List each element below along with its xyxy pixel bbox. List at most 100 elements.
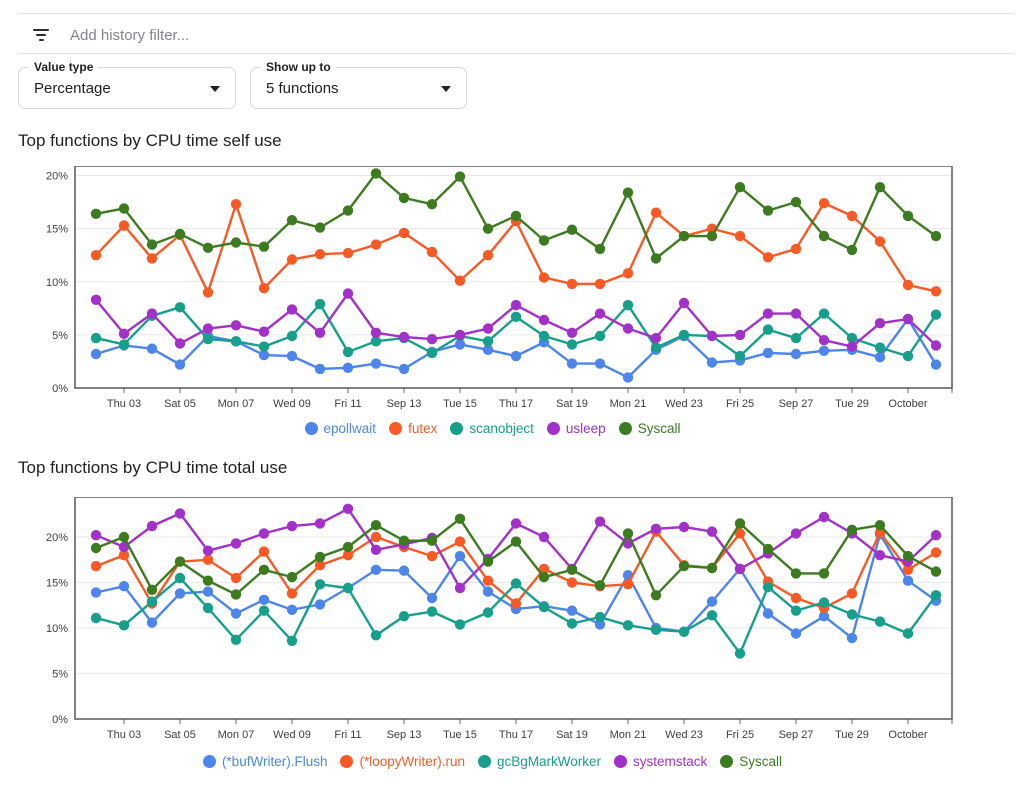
data-point[interactable] <box>398 192 410 204</box>
data-point[interactable] <box>510 598 522 609</box>
data-point[interactable] <box>762 308 774 319</box>
data-point[interactable] <box>398 611 410 622</box>
data-point[interactable] <box>734 230 746 242</box>
data-point[interactable] <box>342 247 354 259</box>
data-point[interactable] <box>818 511 830 523</box>
data-point[interactable] <box>482 344 494 355</box>
data-point[interactable] <box>118 620 130 631</box>
data-point[interactable] <box>118 339 130 350</box>
data-point[interactable] <box>678 230 690 242</box>
data-point[interactable] <box>230 336 242 347</box>
data-point[interactable] <box>930 286 942 297</box>
data-point[interactable] <box>734 329 746 341</box>
data-point[interactable] <box>706 357 718 368</box>
data-point[interactable] <box>678 521 690 533</box>
data-point[interactable] <box>734 563 746 575</box>
data-point[interactable] <box>370 564 382 575</box>
data-point[interactable] <box>202 333 214 345</box>
data-point[interactable] <box>146 239 158 250</box>
data-point[interactable] <box>846 332 858 344</box>
data-point[interactable] <box>874 352 886 363</box>
filter-list-icon[interactable] <box>30 24 52 46</box>
data-point[interactable] <box>678 297 690 309</box>
data-point[interactable] <box>146 253 158 264</box>
data-point[interactable] <box>930 590 942 601</box>
data-point[interactable] <box>482 575 494 586</box>
data-point[interactable] <box>762 608 774 619</box>
data-point[interactable] <box>930 230 942 242</box>
data-point[interactable] <box>230 199 242 210</box>
data-point[interactable] <box>874 616 886 627</box>
data-point[interactable] <box>846 210 858 222</box>
data-point[interactable] <box>230 634 242 645</box>
data-point[interactable] <box>286 304 298 315</box>
data-point[interactable] <box>314 599 326 610</box>
data-point[interactable] <box>706 610 718 621</box>
data-point[interactable] <box>146 617 158 628</box>
data-point[interactable] <box>398 535 410 546</box>
data-point[interactable] <box>454 536 466 547</box>
data-point[interactable] <box>118 531 130 543</box>
data-point[interactable] <box>90 530 102 541</box>
data-point[interactable] <box>930 566 942 577</box>
data-point[interactable] <box>482 556 494 567</box>
data-point[interactable] <box>622 620 634 631</box>
data-point[interactable] <box>902 550 914 562</box>
data-point[interactable] <box>902 628 914 639</box>
data-point[interactable] <box>286 254 298 265</box>
data-point[interactable] <box>902 350 914 362</box>
data-point[interactable] <box>286 635 298 646</box>
data-point[interactable] <box>314 518 326 529</box>
data-point[interactable] <box>790 605 802 616</box>
data-point[interactable] <box>454 513 466 524</box>
data-point[interactable] <box>566 605 578 616</box>
data-point[interactable] <box>90 332 102 344</box>
data-point[interactable] <box>370 168 382 179</box>
data-point[interactable] <box>90 612 102 624</box>
data-point[interactable] <box>482 336 494 347</box>
data-point[interactable] <box>482 250 494 261</box>
data-point[interactable] <box>818 198 830 209</box>
data-point[interactable] <box>930 359 942 370</box>
data-point[interactable] <box>482 323 494 334</box>
data-point[interactable] <box>230 320 242 331</box>
data-point[interactable] <box>342 346 354 358</box>
data-point[interactable] <box>678 626 690 637</box>
data-point[interactable] <box>734 518 746 529</box>
data-point[interactable] <box>230 608 242 619</box>
data-point[interactable] <box>426 592 438 604</box>
data-point[interactable] <box>538 330 550 342</box>
data-point[interactable] <box>118 220 130 231</box>
data-point[interactable] <box>146 343 158 354</box>
data-point[interactable] <box>902 564 914 575</box>
data-point[interactable] <box>594 516 606 527</box>
data-point[interactable] <box>818 611 830 622</box>
data-point[interactable] <box>118 581 130 592</box>
data-point[interactable] <box>482 223 494 234</box>
data-point[interactable] <box>902 313 914 325</box>
data-point[interactable] <box>790 348 802 360</box>
data-point[interactable] <box>538 571 550 583</box>
data-point[interactable] <box>930 547 942 558</box>
data-point[interactable] <box>510 311 522 322</box>
data-point[interactable] <box>454 339 466 350</box>
history-filter-input[interactable] <box>68 25 592 45</box>
data-point[interactable] <box>90 587 102 598</box>
data-point[interactable] <box>230 237 242 248</box>
data-point[interactable] <box>510 536 522 547</box>
data-point[interactable] <box>846 632 858 644</box>
data-point[interactable] <box>874 318 886 329</box>
data-point[interactable] <box>90 294 102 305</box>
data-point[interactable] <box>426 246 438 258</box>
data-point[interactable] <box>258 528 270 539</box>
data-point[interactable] <box>90 560 102 572</box>
data-point[interactable] <box>118 203 130 214</box>
data-point[interactable] <box>314 327 326 338</box>
data-point[interactable] <box>594 308 606 319</box>
data-point[interactable] <box>678 329 690 341</box>
data-point[interactable] <box>370 544 382 555</box>
data-point[interactable] <box>314 222 326 233</box>
data-point[interactable] <box>706 596 718 607</box>
data-point[interactable] <box>118 550 130 561</box>
data-point[interactable] <box>594 611 606 623</box>
